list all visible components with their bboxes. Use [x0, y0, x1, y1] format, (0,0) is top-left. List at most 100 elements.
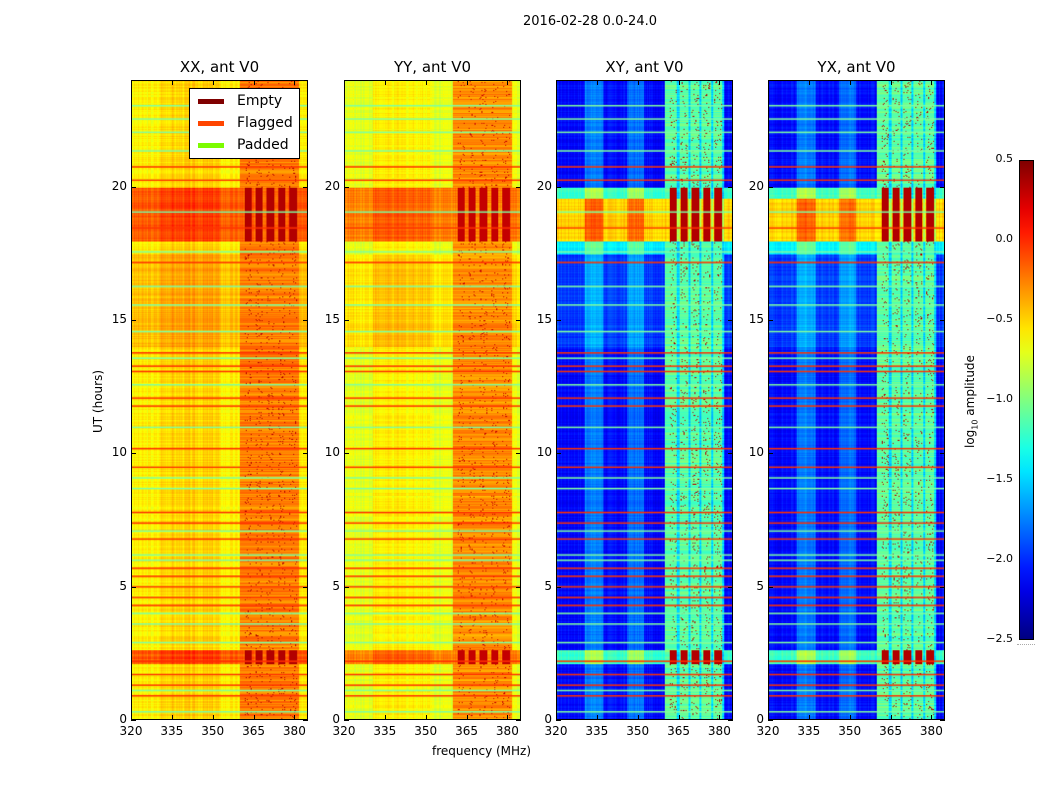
y-tick-mark — [940, 720, 945, 721]
x-tick-mark — [768, 80, 769, 85]
colorbar-label: log10 amplitude — [963, 355, 980, 448]
legend-label: Empty — [237, 93, 283, 109]
y-tick-mark — [131, 320, 136, 321]
x-tick-mark — [425, 80, 427, 85]
y-tick-label: 20 — [111, 178, 127, 193]
x-tick-mark — [890, 715, 892, 720]
y-tick-mark — [556, 586, 561, 588]
x-tick-label: 380 — [707, 724, 731, 738]
x-tick-mark — [384, 715, 386, 720]
y-tick-mark — [728, 586, 733, 588]
y-tick-label: 0 — [544, 712, 552, 726]
x-tick-mark — [212, 80, 214, 85]
x-tick-mark — [131, 715, 132, 720]
y-tick-mark — [344, 586, 349, 588]
x-tick-label: 350 — [838, 724, 862, 738]
panel-title: YY, ant V0 — [393, 58, 471, 76]
panel-title: XY, ant V0 — [605, 58, 684, 76]
x-tick-mark — [212, 715, 214, 720]
colorbar — [1019, 160, 1034, 640]
y-tick-label: 0 — [119, 712, 127, 726]
y-tick-label: 10 — [536, 445, 552, 460]
x-tick-label: 350 — [414, 724, 438, 738]
x-tick-mark — [171, 80, 173, 85]
colorbar-tick-label: −2.5 — [986, 632, 1013, 645]
x-tick-mark — [637, 80, 639, 85]
colorbar-tick-label: −1.5 — [986, 472, 1013, 485]
y-tick-mark — [768, 453, 773, 455]
y-tick-mark — [940, 186, 945, 188]
y-tick-mark — [516, 320, 521, 321]
y-tick-label: 20 — [324, 178, 340, 193]
legend-swatch — [198, 120, 224, 126]
x-tick-label: 380 — [282, 724, 306, 738]
x-tick-mark — [507, 715, 509, 720]
y-tick-label: 5 — [544, 578, 552, 593]
x-tick-mark — [131, 80, 132, 85]
y-tick-label: 5 — [756, 578, 764, 593]
x-tick-mark — [596, 80, 598, 85]
x-tick-label: 380 — [495, 724, 519, 738]
y-tick-mark — [131, 720, 136, 721]
y-tick-label: 15 — [748, 312, 764, 326]
x-tick-mark — [808, 80, 810, 85]
y-tick-label: 10 — [111, 445, 127, 460]
y-tick-mark — [344, 320, 349, 321]
legend-entry: Flagged — [198, 113, 293, 133]
x-tick-mark — [849, 80, 851, 85]
y-tick-mark — [556, 320, 561, 321]
y-tick-mark — [131, 186, 136, 188]
y-tick-mark — [131, 453, 136, 455]
y-tick-mark — [516, 720, 521, 721]
heatmap-panel — [556, 80, 733, 720]
y-tick-mark — [940, 320, 945, 321]
x-tick-mark — [294, 715, 296, 720]
legend: Empty Flagged Padded — [189, 88, 300, 159]
x-tick-label: 320 — [756, 724, 780, 738]
panel-title: XX, ant V0 — [179, 58, 260, 76]
y-tick-label: 0 — [332, 712, 340, 726]
colorbar-tick-label: −2.0 — [986, 552, 1013, 565]
x-tick-mark — [556, 715, 557, 720]
heatmap-image — [769, 81, 944, 719]
y-tick-mark — [303, 186, 308, 188]
x-tick-label: 350 — [201, 724, 225, 738]
y-tick-mark — [940, 586, 945, 588]
legend-swatch — [198, 142, 224, 148]
legend-label: Padded — [237, 137, 289, 153]
y-tick-label: 15 — [111, 312, 127, 326]
y-axis-label: UT (hours) — [91, 369, 105, 433]
x-tick-mark — [719, 80, 721, 85]
figure-title: 2016-02-28 0.0-24.0 — [523, 14, 657, 29]
x-tick-mark — [637, 715, 639, 720]
y-tick-mark — [768, 186, 773, 188]
legend-entry: Padded — [198, 135, 289, 155]
colorbar-tick-label: 0.5 — [995, 152, 1014, 165]
x-tick-label: 380 — [919, 724, 943, 738]
y-tick-mark — [516, 453, 521, 455]
y-tick-mark — [516, 586, 521, 588]
y-tick-label: 10 — [748, 445, 764, 460]
x-tick-label: 365 — [455, 724, 478, 738]
x-tick-mark — [931, 80, 933, 85]
y-tick-mark — [556, 720, 561, 721]
y-tick-label: 10 — [324, 445, 340, 460]
heatmap-panel — [344, 80, 521, 720]
x-tick-mark — [384, 80, 386, 85]
x-tick-label: 365 — [879, 724, 902, 738]
x-tick-mark — [425, 715, 427, 720]
y-tick-label: 5 — [119, 578, 127, 593]
y-tick-mark — [728, 320, 733, 321]
y-tick-mark — [768, 586, 773, 588]
x-axis-label: frequency (MHz) — [432, 744, 532, 758]
x-tick-label: 320 — [119, 724, 143, 738]
y-tick-mark — [940, 453, 945, 455]
y-tick-mark — [768, 720, 773, 721]
y-tick-mark — [303, 586, 308, 588]
x-tick-label: 365 — [667, 724, 690, 738]
x-tick-mark — [253, 715, 255, 720]
panel-title: YX, ant V0 — [817, 58, 896, 76]
heatmap-image — [557, 81, 732, 719]
x-tick-mark — [171, 715, 173, 720]
x-tick-label: 335 — [797, 724, 821, 738]
